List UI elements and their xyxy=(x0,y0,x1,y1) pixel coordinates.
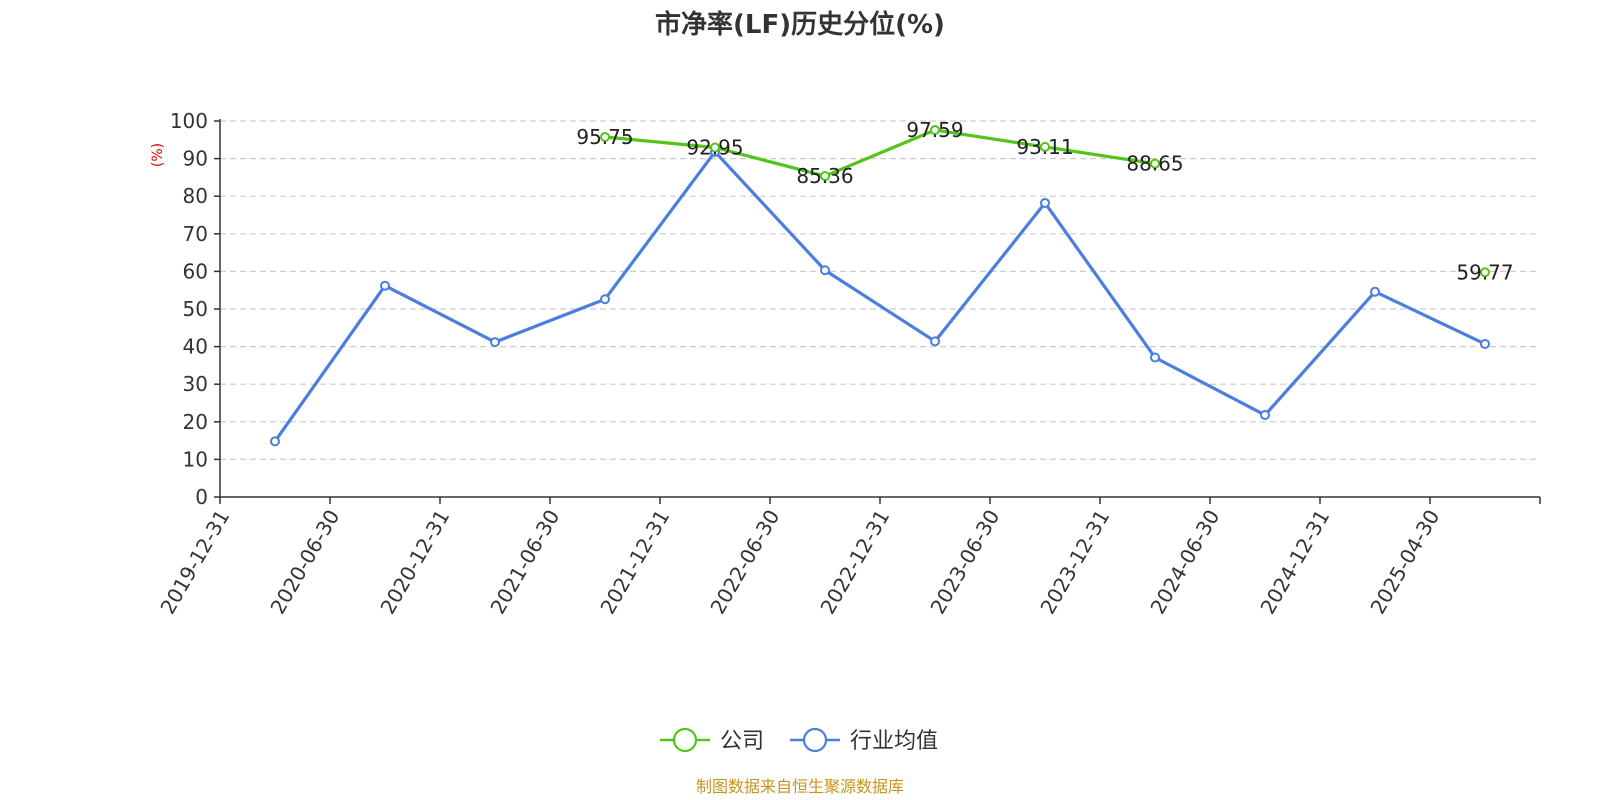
y-tick-label: 30 xyxy=(183,372,208,396)
y-tick-label: 70 xyxy=(183,222,208,246)
x-tick-label: 2019-12-31 xyxy=(155,506,234,619)
data-point[interactable] xyxy=(1480,267,1490,278)
y-tick-label: 90 xyxy=(183,147,208,171)
data-point[interactable] xyxy=(1260,410,1270,421)
data-point[interactable] xyxy=(600,131,610,142)
series-line xyxy=(273,150,1486,443)
data-point[interactable] xyxy=(380,280,390,291)
data-point[interactable] xyxy=(930,125,940,136)
x-tick-label: 2022-12-31 xyxy=(815,506,894,619)
y-tick-label: 50 xyxy=(183,297,208,321)
legend-item-industry-average[interactable]: 行业均值 xyxy=(790,727,938,754)
data-point[interactable] xyxy=(710,142,720,153)
data-label: 92.95 xyxy=(686,136,743,160)
data-point[interactable] xyxy=(600,294,610,305)
legend-item-company[interactable]: 公司 xyxy=(660,727,764,754)
legend-label: 公司 xyxy=(720,729,764,754)
x-tick-label: 2022-06-30 xyxy=(705,506,784,619)
data-point[interactable] xyxy=(1150,352,1160,363)
y-tick-label: 0 xyxy=(195,485,208,509)
legend[interactable]: 公司 行业均值 xyxy=(660,727,938,754)
data-point[interactable] xyxy=(1150,158,1160,169)
legend-label: 行业均值 xyxy=(850,729,938,754)
legend-circle-icon xyxy=(802,727,828,753)
x-tick-label: 2020-12-31 xyxy=(375,506,454,619)
data-point[interactable] xyxy=(490,337,500,348)
data-point[interactable] xyxy=(1480,338,1490,349)
source-note: 制图数据来自恒生聚源数据库 xyxy=(696,777,904,796)
data-label: 85.36 xyxy=(796,164,853,188)
x-tick-label: 2024-06-30 xyxy=(1145,506,1224,619)
data-point[interactable] xyxy=(820,171,830,182)
series-company: 95.75 92.95 85.36 97.59 93.11 88.65 59.77 xyxy=(576,118,1513,284)
data-label: 93.11 xyxy=(1016,135,1073,159)
y-tick-label: 20 xyxy=(183,410,208,434)
y-axis-label: (%) xyxy=(150,143,166,167)
y-tick-label: 40 xyxy=(183,335,208,359)
data-label: 59.77 xyxy=(1456,260,1513,284)
x-tick-label: 2021-12-31 xyxy=(595,506,674,619)
data-point[interactable] xyxy=(1040,141,1050,152)
chart-title: 市净率(LF)历史分位(%) xyxy=(655,9,945,40)
data-point[interactable] xyxy=(930,336,940,347)
series-layer: 95.75 92.95 85.36 97.59 93.11 88.65 59.77 xyxy=(270,118,1514,447)
data-label: 95.75 xyxy=(576,125,633,149)
series-line xyxy=(604,128,1156,178)
x-tick-label: 2023-06-30 xyxy=(925,506,1004,619)
data-point[interactable] xyxy=(820,265,830,276)
legend-circle-icon xyxy=(672,727,698,753)
x-tick-label: 2023-12-31 xyxy=(1035,506,1114,619)
data-label: 88.65 xyxy=(1126,152,1183,176)
data-point[interactable] xyxy=(1040,197,1050,208)
y-tick-label: 100 xyxy=(170,109,208,133)
data-label: 97.59 xyxy=(906,118,963,142)
data-point[interactable] xyxy=(1370,286,1380,297)
series-industry-average xyxy=(270,146,1490,447)
grid-lines xyxy=(220,120,1540,460)
y-tick-label: 80 xyxy=(183,184,208,208)
x-tick-label: 2021-06-30 xyxy=(485,506,564,619)
x-tick-label: 2024-12-31 xyxy=(1255,506,1334,619)
y-tick-label: 10 xyxy=(183,447,208,471)
data-point[interactable] xyxy=(270,436,280,447)
y-tick-label: 60 xyxy=(183,259,208,283)
x-tick-label: 2020-06-30 xyxy=(265,506,344,619)
x-tick-label: 2025-04-30 xyxy=(1365,506,1444,619)
